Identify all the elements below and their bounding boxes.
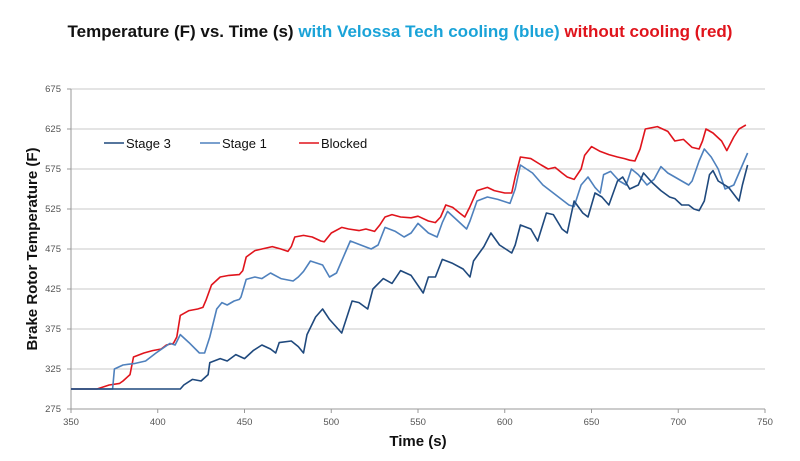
y-tick-label: 325 (45, 364, 61, 375)
y-axis-label: Brake Rotor Temperature (F) (24, 147, 41, 350)
y-tick-label: 675 (45, 84, 61, 95)
x-tick-label: 700 (670, 417, 686, 428)
x-tick-label: 350 (63, 417, 79, 428)
x-tick-label: 550 (410, 417, 426, 428)
series-group (71, 124, 749, 390)
y-tick-label: 375 (45, 324, 61, 335)
y-tick-label: 525 (45, 204, 61, 215)
x-tick-label: 450 (237, 417, 253, 428)
y-tick-label: 275 (45, 404, 61, 415)
series-line-stage-1 (71, 148, 749, 390)
legend-label: Stage 3 (126, 136, 171, 151)
y-tick-label: 575 (45, 164, 61, 175)
title-part-blue: with Velossa Tech cooling (blue) (298, 22, 565, 41)
y-tick-label: 625 (45, 124, 61, 135)
y-tick-label: 475 (45, 244, 61, 255)
y-tick-label: 425 (45, 284, 61, 295)
chart-title: Temperature (F) vs. Time (s) with Veloss… (0, 22, 800, 42)
legend-label: Stage 1 (222, 136, 267, 151)
x-axis-label: Time (s) (389, 433, 446, 450)
gridlines (71, 88, 765, 370)
series-line-blocked (71, 124, 747, 390)
series-line-stage-3 (71, 164, 749, 390)
x-tick-label: 400 (150, 417, 166, 428)
x-tick-label: 650 (584, 417, 600, 428)
x-tick-label: 750 (757, 417, 773, 428)
x-tick-label: 600 (497, 417, 513, 428)
title-part-black: Temperature (F) vs. Time (s) (67, 22, 299, 41)
x-axis-ticks: 350 400 450 500 550 600 650 700 750 (63, 409, 773, 428)
x-tick-label: 500 (323, 417, 339, 428)
title-part-red: without cooling (red) (564, 22, 733, 41)
legend: Stage 3 Stage 1 Blocked (104, 136, 367, 151)
legend-label: Blocked (321, 136, 367, 151)
y-axis-ticks: 275 325 375 425 475 525 575 625 675 (45, 84, 71, 415)
